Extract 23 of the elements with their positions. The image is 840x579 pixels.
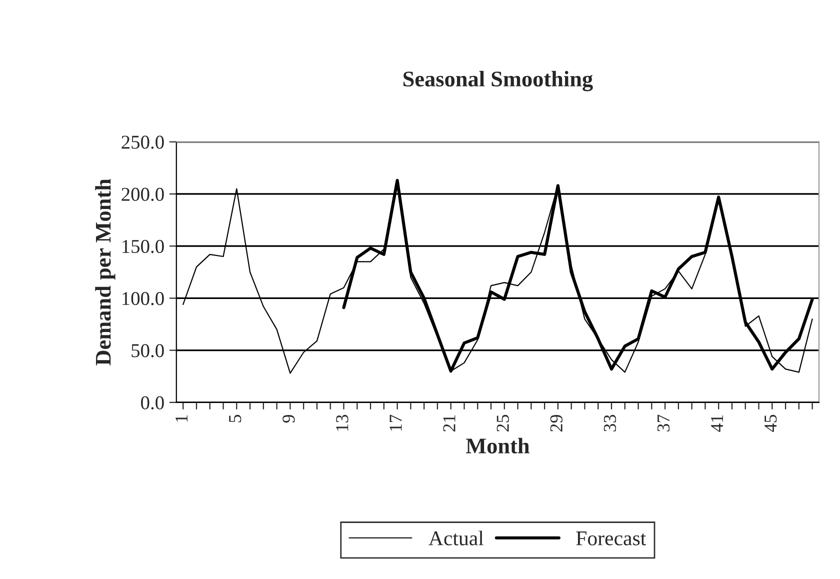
y-tick-label: 0.0 [141, 396, 164, 410]
x-tick-label: 29 [550, 414, 562, 432]
x-tick-label: 33 [604, 414, 616, 432]
x-tick-label: 9 [282, 414, 295, 423]
legend-label: Forecast [576, 532, 646, 546]
y-tick-label: 250.0 [122, 136, 164, 149]
legend-label: Actual [428, 530, 484, 546]
y-tick-label: 50.0 [132, 344, 164, 358]
y-tick-label: 200.0 [122, 188, 164, 201]
x-tick-label: 45 [764, 414, 777, 432]
x-tick-label: 1 [176, 415, 188, 422]
y-axis-title: Demand per Month [95, 178, 116, 366]
x-tick-label: 25 [496, 414, 509, 432]
x-tick-label: 21 [443, 415, 456, 432]
y-tick-label: 150.0 [122, 240, 164, 254]
x-tick-label: 37 [657, 414, 670, 432]
chart-title: Seasonal Smoothing [403, 70, 593, 92]
x-tick-label: 41 [711, 415, 723, 432]
y-tick-label: 100.0 [122, 292, 164, 306]
x-tick-label: 17 [390, 414, 402, 431]
x-tick-label: 13 [336, 414, 348, 431]
x-tick-label: 5 [229, 414, 242, 422]
x-axis-title: Month [466, 438, 530, 454]
